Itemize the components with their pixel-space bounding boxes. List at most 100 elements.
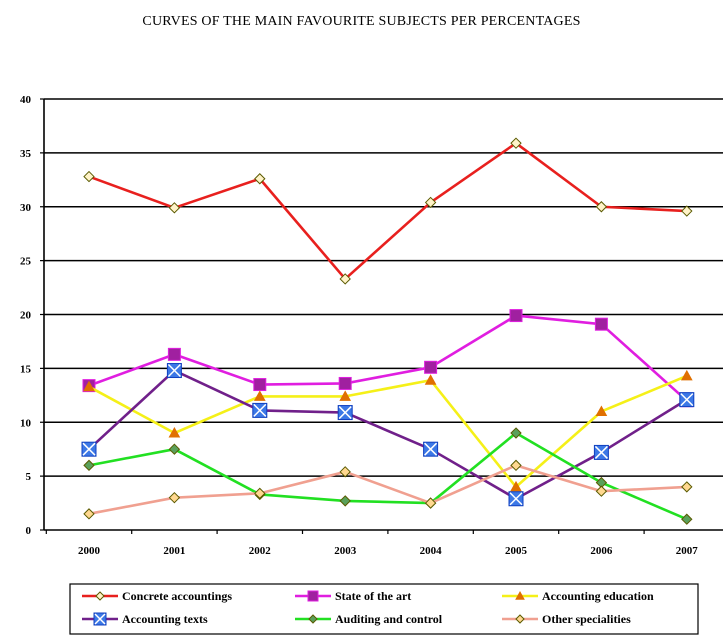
y-tick-label: 20 bbox=[20, 310, 32, 322]
data-point bbox=[338, 376, 352, 390]
x-tick-label: 2007 bbox=[676, 545, 699, 557]
series-line bbox=[88, 141, 687, 281]
data-point bbox=[679, 392, 695, 408]
legend-label: Auditing and control bbox=[335, 612, 443, 626]
data-point bbox=[680, 369, 693, 381]
data-point bbox=[83, 380, 95, 392]
legend-label: Concrete accountings bbox=[122, 589, 232, 603]
data-point bbox=[681, 513, 693, 525]
legend-swatch-marker bbox=[93, 612, 107, 626]
y-tick-label: 5 bbox=[26, 471, 32, 483]
data-point bbox=[166, 363, 182, 379]
series-line bbox=[88, 431, 688, 521]
series-line bbox=[88, 374, 688, 489]
legend: Concrete accountings State of the art Acco… bbox=[69, 583, 699, 635]
series-state-of-the-art bbox=[82, 309, 694, 408]
legend-swatch-marker bbox=[307, 590, 319, 602]
data-point bbox=[509, 309, 523, 323]
legend-box bbox=[69, 583, 699, 635]
y-tick-label: 35 bbox=[20, 148, 32, 160]
data-point bbox=[510, 459, 522, 472]
data-point bbox=[168, 426, 181, 438]
data-point bbox=[254, 487, 266, 500]
series-line bbox=[88, 369, 688, 501]
data-point bbox=[424, 196, 437, 209]
series-line bbox=[88, 464, 687, 516]
legend-item: Other specialities bbox=[502, 612, 631, 626]
series-accounting-texts bbox=[81, 363, 695, 507]
legend-swatch-marker bbox=[95, 591, 105, 601]
data-point bbox=[681, 481, 693, 493]
y-tick-label: 10 bbox=[20, 417, 32, 429]
series-concrete-accountings bbox=[83, 137, 693, 285]
legend-label: Other specialities bbox=[542, 612, 631, 626]
marker-cross bbox=[338, 406, 352, 420]
data-point bbox=[681, 205, 693, 217]
legend-swatch-marker bbox=[515, 614, 525, 624]
data-point bbox=[253, 378, 267, 392]
data-point bbox=[83, 508, 95, 520]
marker-cross bbox=[94, 613, 106, 625]
data-point bbox=[594, 317, 608, 331]
plot-area: 0 5 10 15 20 25 30 35 40 2000 2001 2002 2003 2004 2005… bbox=[20, 94, 723, 557]
data-point bbox=[339, 273, 351, 285]
series-other-specialities bbox=[83, 459, 693, 520]
legend-item: Concrete accountings bbox=[82, 589, 232, 603]
data-point bbox=[595, 405, 608, 416]
x-tick-label: 2005 bbox=[505, 545, 528, 557]
data-point bbox=[424, 374, 437, 385]
legend-label: State of the art bbox=[335, 589, 411, 603]
data-point bbox=[339, 495, 351, 507]
data-point bbox=[339, 390, 352, 401]
marker-cross bbox=[424, 442, 438, 456]
legend-item: State of the art bbox=[295, 589, 411, 603]
data-point bbox=[423, 441, 439, 457]
x-tick-label: 2006 bbox=[590, 545, 613, 557]
marker-cross bbox=[680, 393, 694, 407]
data-point bbox=[167, 347, 181, 361]
data-point bbox=[339, 466, 351, 478]
y-tick-label: 40 bbox=[20, 94, 32, 106]
legend-swatch-marker bbox=[308, 614, 318, 624]
data-point bbox=[81, 441, 97, 457]
legend-label: Accounting education bbox=[542, 589, 654, 603]
data-point bbox=[168, 202, 181, 214]
data-point bbox=[595, 485, 608, 497]
data-point bbox=[83, 170, 95, 183]
data-point bbox=[508, 491, 524, 507]
data-point bbox=[424, 497, 437, 509]
legend-item: Accounting texts bbox=[82, 612, 208, 626]
x-tick-label: 2002 bbox=[249, 545, 272, 557]
x-tick-label: 2001 bbox=[163, 545, 185, 557]
data-point bbox=[168, 491, 181, 504]
data-point bbox=[337, 405, 353, 421]
y-tick-label: 0 bbox=[26, 525, 32, 537]
legend-swatch-marker bbox=[515, 590, 525, 600]
x-tick-label: 2004 bbox=[420, 545, 443, 557]
data-point bbox=[510, 480, 522, 492]
marker-cross bbox=[82, 442, 96, 456]
legend-item: Auditing and control bbox=[295, 612, 443, 626]
data-point bbox=[252, 402, 268, 418]
data-point bbox=[510, 137, 522, 149]
data-point bbox=[253, 390, 266, 401]
data-point bbox=[424, 360, 438, 374]
series-line bbox=[88, 314, 688, 402]
data-point bbox=[168, 443, 181, 455]
y-tick-label: 15 bbox=[20, 363, 32, 375]
data-point bbox=[254, 173, 266, 185]
y-tick-label: 25 bbox=[20, 256, 32, 268]
marker-cross bbox=[253, 403, 267, 417]
marker-cross bbox=[509, 492, 523, 506]
data-point bbox=[593, 444, 609, 460]
chart-title: CURVES OF THE MAIN FAVOURITE SUBJECTS PE… bbox=[142, 14, 581, 29]
marker-cross bbox=[594, 445, 608, 459]
data-point bbox=[83, 459, 95, 472]
data-point bbox=[510, 427, 522, 439]
data-point bbox=[595, 201, 608, 213]
legend-label: Accounting texts bbox=[122, 612, 208, 626]
x-tick-label: 2003 bbox=[334, 545, 357, 557]
x-tick-label: 2000 bbox=[78, 545, 101, 557]
y-tick-label: 30 bbox=[20, 202, 32, 214]
